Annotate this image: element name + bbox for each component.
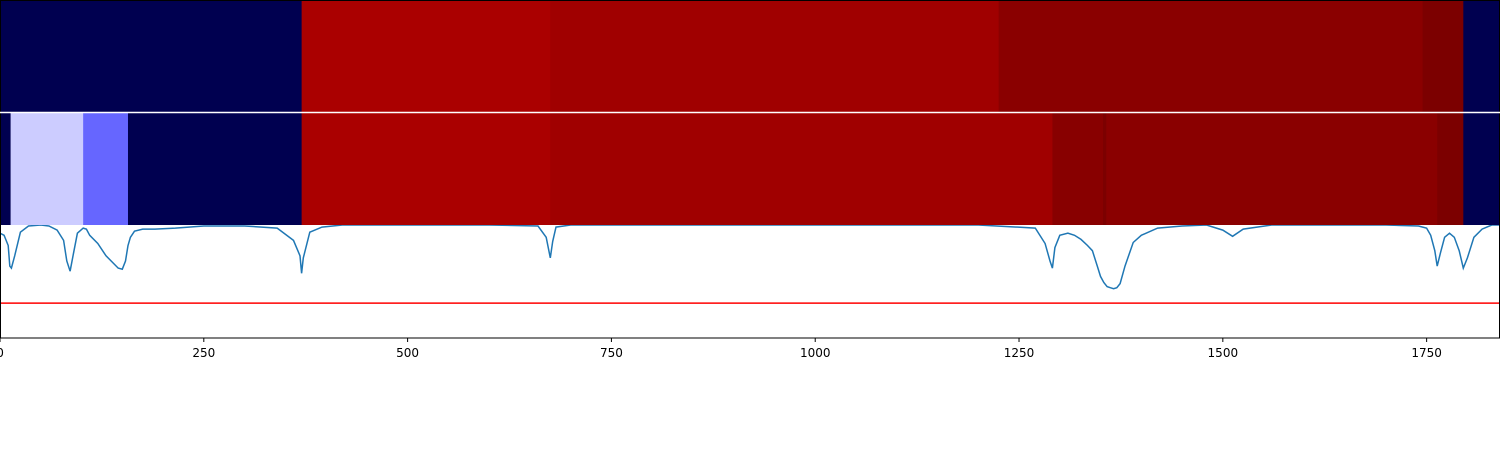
signal-line-panel: [0, 225, 1500, 338]
heatmap-cell: [550, 0, 1000, 112]
heatmap-cell: [1463, 0, 1500, 112]
heatmap-cell: [127, 113, 303, 225]
x-tick-label: 500: [396, 346, 419, 360]
heatmap-cell: [1052, 113, 1104, 225]
heatmap-cell: [550, 113, 1053, 225]
heatmap-cell: [83, 113, 129, 225]
heatmap-track-bottom: [0, 113, 1500, 225]
line-plot-background: [0, 225, 1500, 338]
heatmap-cell: [1106, 113, 1438, 225]
heatmap-cell: [301, 0, 551, 112]
signal-series-line: [0, 225, 1500, 290]
heatmap-cell: [0, 0, 303, 112]
x-tick-label: 250: [192, 346, 215, 360]
heatmap-cell: [998, 0, 1424, 112]
x-tick-label: 1750: [1411, 346, 1442, 360]
heatmap-cell: [1463, 113, 1500, 225]
heatmap-cell: [1102, 113, 1107, 225]
heatmap-cell: [1422, 0, 1464, 112]
x-tick-label: 1250: [1004, 346, 1035, 360]
heatmap-cell: [301, 113, 551, 225]
heatmap-track-top: [0, 0, 1500, 112]
x-tick-label: 750: [600, 346, 623, 360]
heatmap-cell: [10, 113, 84, 225]
x-tick-label: 1000: [800, 346, 831, 360]
x-tick-label: 0: [0, 346, 4, 360]
x-tick-label: 1500: [1208, 346, 1239, 360]
heatmap-cell: [0, 113, 12, 225]
x-axis: 0 250 500 750 1000 1250 1500 1750: [0, 338, 1442, 360]
heatmap-cell: [1437, 113, 1464, 225]
